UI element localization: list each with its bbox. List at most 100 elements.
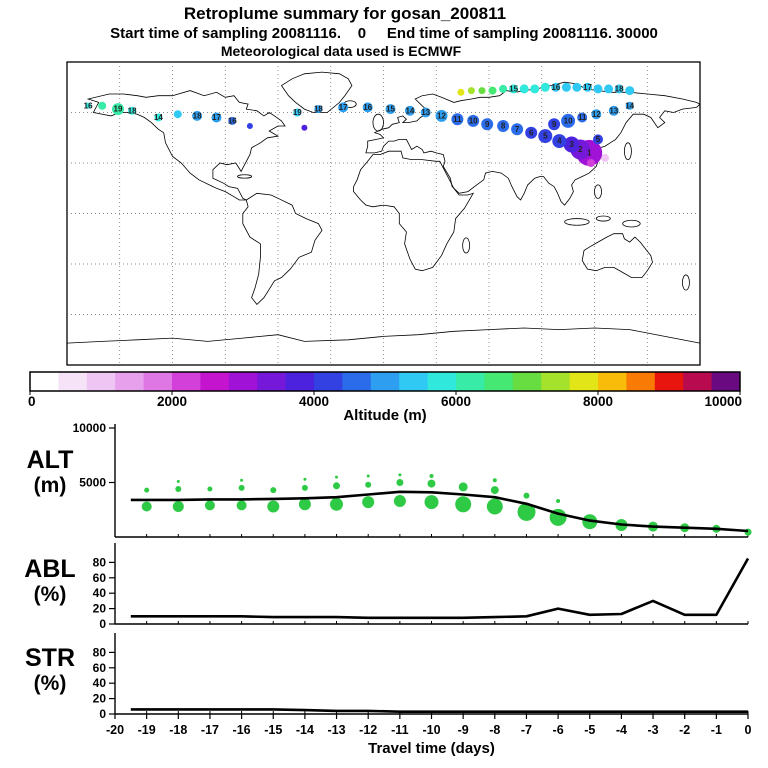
colorbar-segment — [569, 372, 599, 391]
island — [682, 274, 690, 291]
alt-bubble — [144, 487, 150, 493]
alt-bubble — [172, 501, 184, 512]
abl-label-text: ABL — [24, 555, 76, 583]
island — [462, 237, 471, 254]
trajectory-day-label: 12 — [592, 110, 601, 119]
trajectory-point — [314, 105, 323, 114]
trajectory-point — [614, 84, 624, 94]
trajectory-point — [548, 118, 561, 131]
trajectory-day-label: 15 — [386, 105, 395, 114]
colorbar-segment — [257, 372, 287, 391]
xaxis-tick-label: -1 — [711, 723, 722, 737]
alt-bubble — [490, 486, 499, 495]
island — [594, 184, 602, 199]
trajectory-point — [563, 136, 580, 153]
trajectory-point — [587, 159, 595, 167]
alt-mean-line — [130, 490, 749, 533]
colorbar-frame — [29, 371, 741, 392]
trajectory-points — [85, 82, 635, 167]
colorbar-tick-label: 10000 — [704, 394, 742, 409]
alt-bubble — [517, 502, 536, 521]
alt-bubble — [238, 484, 245, 491]
trajectory-point — [85, 102, 92, 109]
alt-bubble — [333, 482, 340, 490]
colorbar-segment — [683, 372, 713, 391]
colorbar-segment — [143, 372, 173, 391]
abl-line — [130, 557, 750, 620]
trajectory-point — [457, 88, 465, 96]
trajectory-point — [499, 84, 508, 93]
trajectory-point — [519, 84, 529, 94]
xaxis-tick-label: -14 — [296, 723, 314, 737]
trajectory-point — [577, 112, 588, 123]
alt-bubble — [455, 496, 472, 513]
alt-bubble — [176, 479, 180, 483]
trajectory-day-label: 2 — [578, 145, 583, 154]
trajectory-day-label: 11 — [453, 115, 462, 124]
colorbar-segment — [342, 372, 372, 391]
trajectory-day-label: 4 — [557, 137, 562, 146]
colorbar-tick-label: 0 — [28, 394, 36, 409]
alt-bubble — [301, 484, 308, 491]
alt-bubble — [267, 500, 280, 513]
abl-y-tick-label: 80 — [93, 555, 107, 569]
trajectory-point — [509, 84, 519, 94]
trajectory-day-label: 17 — [212, 113, 221, 122]
alt-bubble — [486, 498, 503, 515]
xaxis-tick-label: -4 — [616, 723, 627, 737]
trajectory-point — [98, 101, 107, 110]
alt-panel-label: ALT (m) — [4, 447, 96, 498]
xaxis-tick-label: 0 — [745, 723, 752, 737]
alt-bubble — [270, 487, 277, 494]
trajectory-point — [593, 84, 603, 94]
colorbar-segment — [427, 372, 457, 391]
trajectory-day-label: 6 — [529, 128, 534, 137]
alt-bubble — [175, 486, 182, 492]
str-y-tick-label: 20 — [93, 692, 107, 706]
alt-bubble — [207, 486, 213, 492]
trajectory-point — [604, 84, 614, 94]
colorbar-segment — [172, 372, 201, 391]
trajectory-day-label: 17 — [339, 103, 348, 112]
trajectory-point — [404, 105, 415, 116]
trajectory-point — [561, 113, 576, 128]
x-axis-title: Travel time (days) — [368, 740, 495, 757]
coastline — [353, 150, 475, 272]
abl-unit-text: (%) — [33, 583, 67, 606]
trajectory-point — [338, 102, 349, 113]
colorbar-segment — [228, 372, 258, 391]
trajectory-point — [478, 87, 486, 95]
trajectory-point — [608, 105, 619, 116]
trajectory-point — [591, 109, 602, 120]
trajectory-point — [128, 106, 137, 115]
colorbar-title: Altitude (m) — [343, 407, 427, 424]
trajectory-point — [538, 129, 553, 144]
trajectory-point — [525, 126, 538, 139]
page-title: Retroplume summary for gosan_200811 — [183, 4, 507, 23]
alt-y-tick-label: 5000 — [79, 476, 106, 490]
colorbar-segment — [370, 372, 400, 391]
alt-bubble — [458, 482, 468, 492]
xaxis-tick-label: -3 — [647, 723, 658, 737]
alt-bubble — [398, 473, 402, 477]
island — [564, 218, 590, 226]
colorbar-segment — [30, 372, 59, 391]
abl-panel-label: ABL (%) — [4, 556, 96, 607]
trajectory-day-label: 15 — [509, 85, 518, 94]
trajectory-point — [625, 101, 634, 110]
alt-bubble — [393, 495, 406, 507]
trajectory-point — [435, 109, 448, 122]
str-y-tick-label: 80 — [93, 645, 107, 659]
trajectory-day-label: 19 — [114, 105, 123, 114]
trajectory-day-label: 14 — [154, 113, 163, 122]
alt-bubble — [236, 500, 247, 511]
abl-y-tick-label: 40 — [93, 586, 107, 600]
trajectory-day-label: 14 — [625, 101, 634, 110]
alt-bubble — [303, 477, 307, 481]
trajectory-point — [530, 84, 540, 94]
colorbar-segment — [314, 372, 343, 391]
trajectory-day-label: 1 — [587, 149, 592, 158]
alt-bubble — [427, 479, 436, 488]
island — [372, 113, 384, 132]
